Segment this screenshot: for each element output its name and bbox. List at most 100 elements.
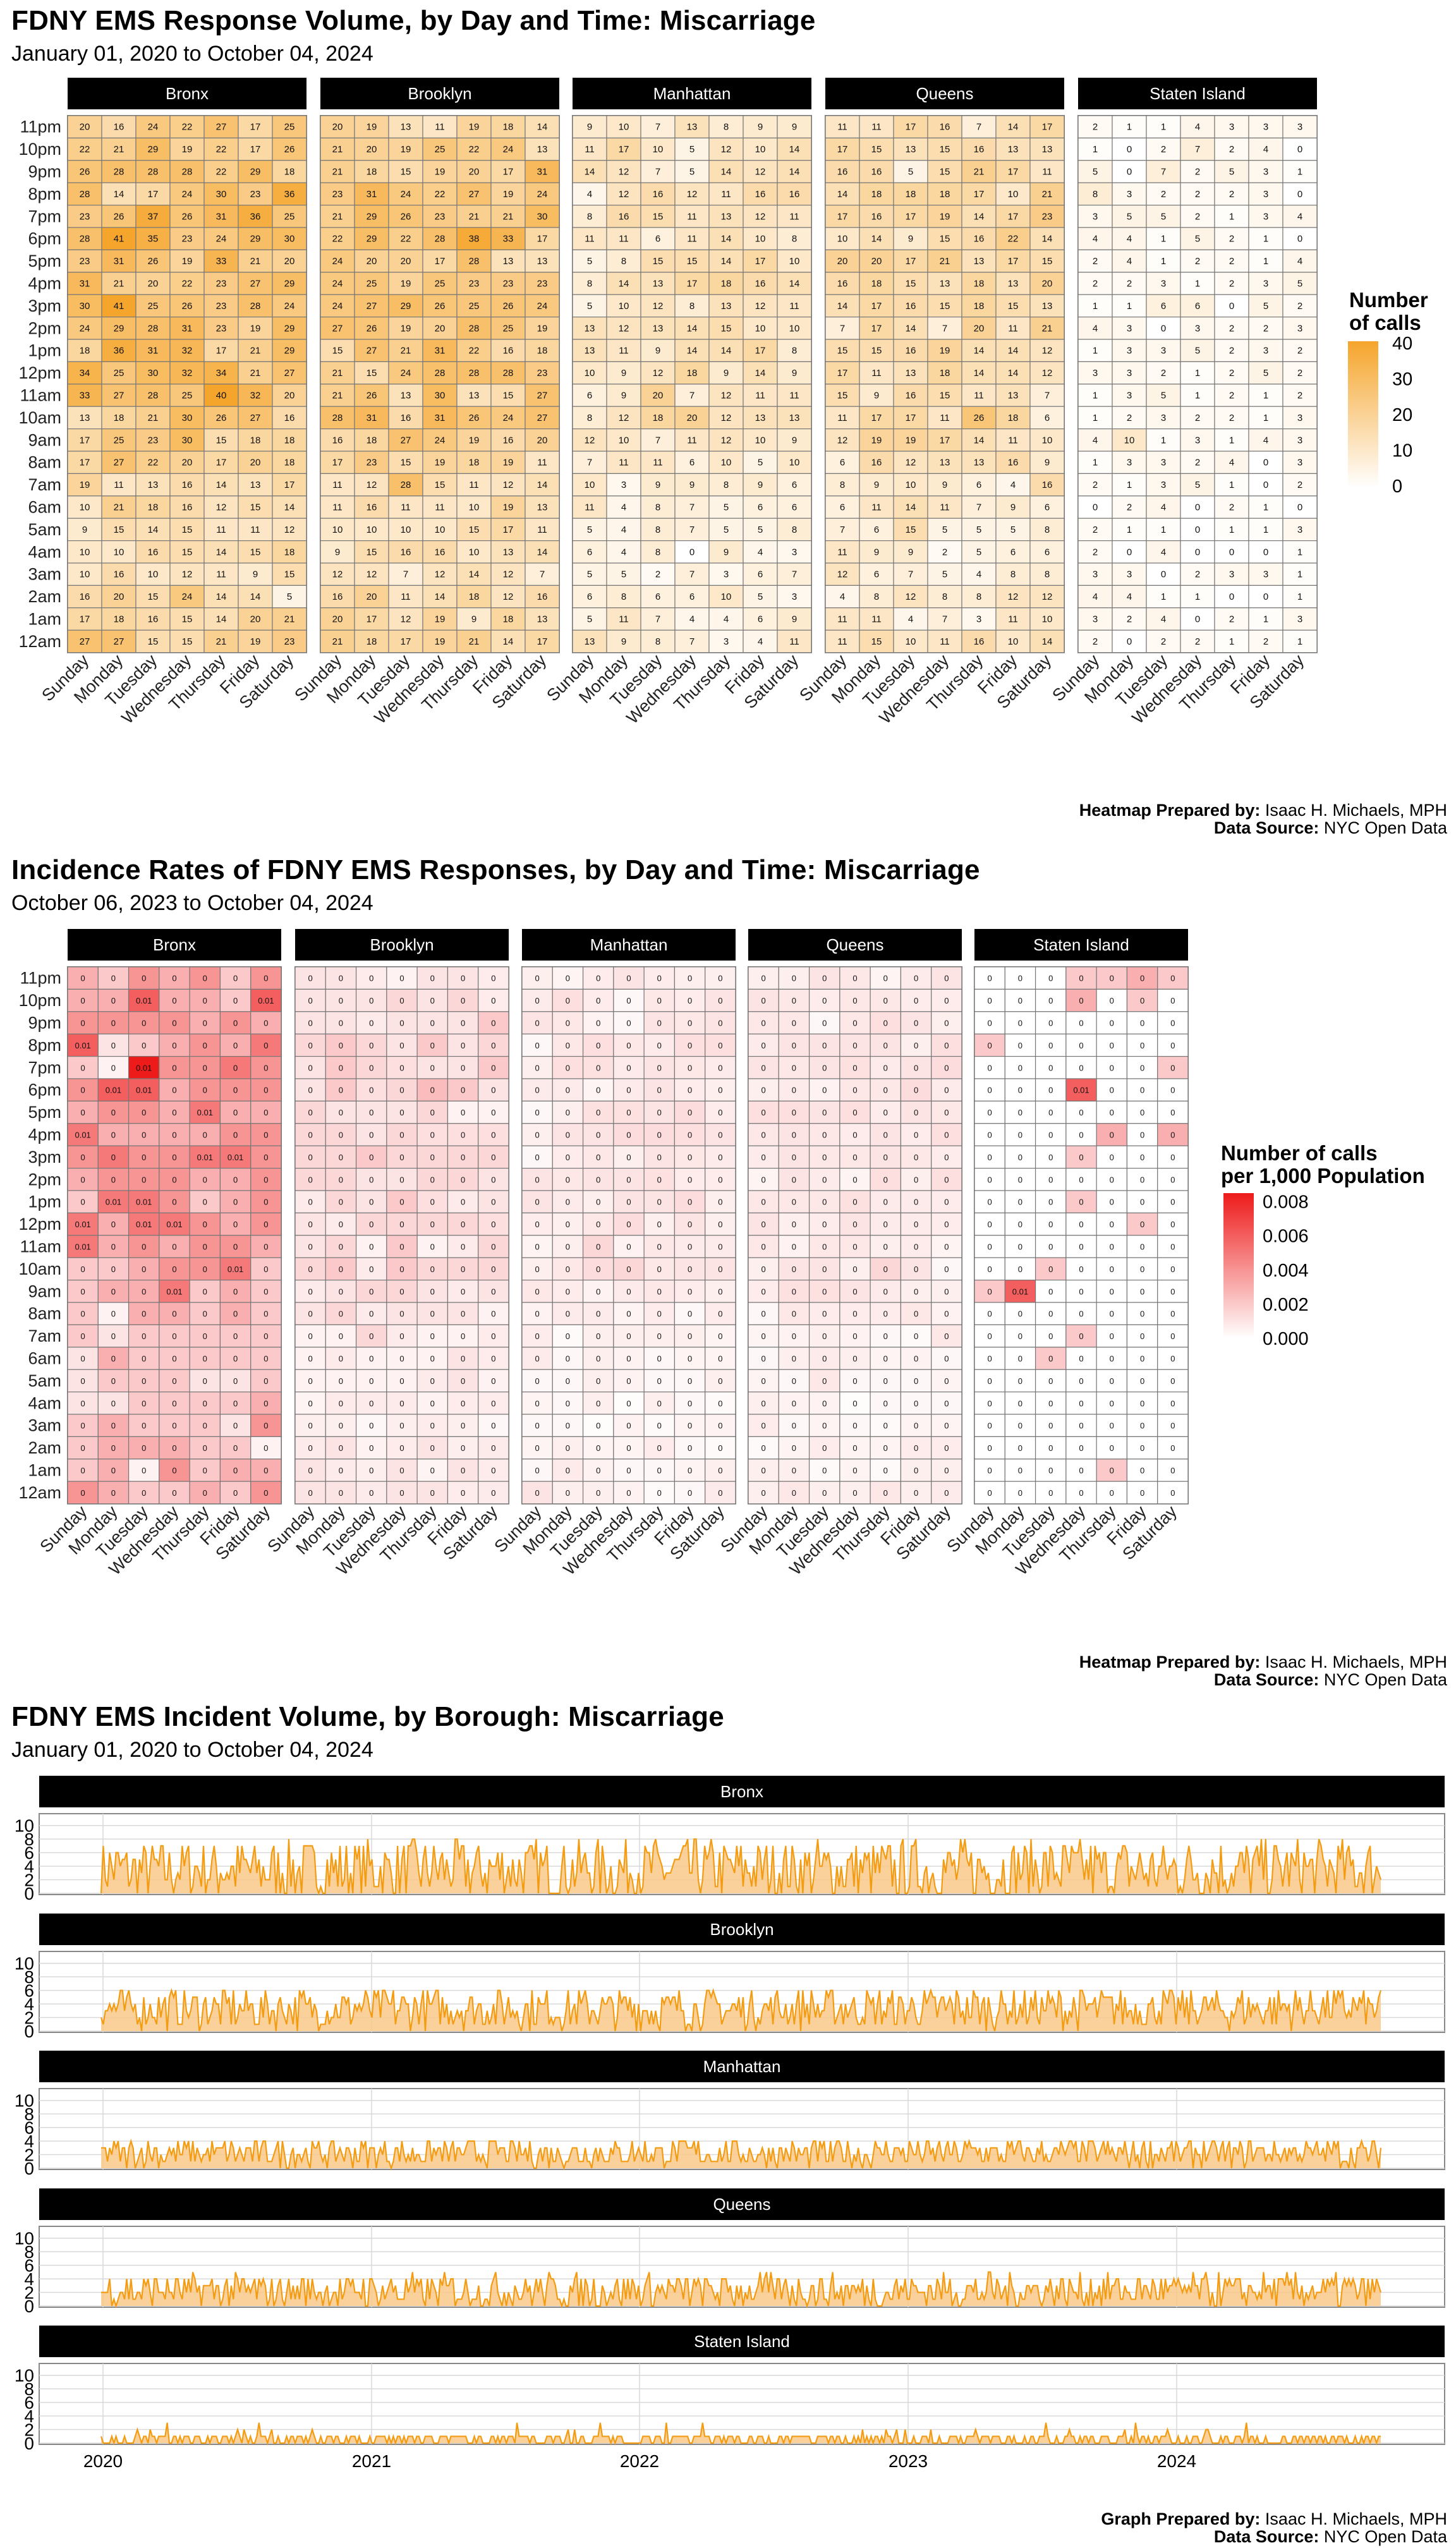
cell-label: 0 <box>596 1198 600 1207</box>
heat-cell <box>447 1056 479 1079</box>
cell-label: 0 <box>142 1488 146 1498</box>
heat-cell <box>1180 629 1215 653</box>
cell-label: 0 <box>172 1063 176 1072</box>
cell-label: 0 <box>689 547 695 557</box>
heat-cell <box>490 339 526 363</box>
cell-label: 3 <box>1127 391 1132 401</box>
cell-label: 11 <box>837 547 847 557</box>
cell-label: 17 <box>1042 122 1053 133</box>
heat-cell <box>640 607 676 631</box>
heat-cell <box>705 1302 736 1326</box>
cell-label: 0 <box>111 1175 116 1184</box>
cell-label: 0.01 <box>75 1242 90 1252</box>
cell-label: 0 <box>883 1242 888 1252</box>
cell-label: 0 <box>264 1265 268 1274</box>
cell-label: 5 <box>942 569 947 580</box>
cell-label: 0 <box>883 1443 888 1453</box>
heat-cell <box>974 1414 1005 1438</box>
cell-label: 0 <box>111 1332 116 1341</box>
heat-cell <box>839 1123 871 1146</box>
cell-label: 0 <box>1263 458 1268 468</box>
heat-cell <box>320 115 355 139</box>
cell-label: 0 <box>944 1488 949 1498</box>
cell-label: 16 <box>974 234 985 245</box>
cell-label: 0 <box>883 1265 888 1274</box>
heat-cell <box>893 160 928 183</box>
heat-cell <box>320 562 355 586</box>
heat-cell <box>640 540 676 564</box>
heat-cell <box>582 1235 614 1258</box>
cell-label: 0 <box>1140 1242 1144 1252</box>
hour-tick-label: 12am <box>18 1483 61 1502</box>
cell-label: 17 <box>837 144 848 155</box>
cell-label: 0 <box>718 1063 722 1072</box>
cell-label: 10 <box>837 234 848 245</box>
panel-label-staten-island: Staten Island <box>1033 935 1129 954</box>
cell-label: 2 <box>942 547 947 557</box>
ts-x-tick-label: 2023 <box>889 2451 928 2471</box>
heat-cell <box>354 629 389 653</box>
cell-label: 11 <box>401 502 411 513</box>
cell-label: 0 <box>1110 1488 1114 1498</box>
heat-cell <box>388 495 423 519</box>
cell-label: 18 <box>906 189 916 200</box>
heat-cell <box>705 1168 736 1191</box>
cell-label: 0 <box>657 1488 662 1498</box>
cell-label: 2 <box>1195 256 1200 267</box>
heat-cell <box>1180 607 1215 631</box>
cell-label: 1 <box>1229 435 1234 446</box>
ts-y-tick-label: 2 <box>24 2420 34 2440</box>
cell-label: 0 <box>688 1063 692 1072</box>
heat-cell <box>1180 137 1215 161</box>
cell-label: 0 <box>535 974 540 983</box>
heat-cell <box>893 115 928 139</box>
cell-label: 0 <box>430 1421 435 1431</box>
heat-cell <box>777 518 812 542</box>
heat-cell <box>250 988 282 1012</box>
cell-label: 11 <box>469 480 479 490</box>
heat-cell <box>1029 406 1065 430</box>
heat-cell <box>1004 1257 1036 1281</box>
heat-cell <box>238 361 273 385</box>
heat-cell <box>808 1302 840 1326</box>
heat-cell <box>135 495 171 519</box>
heat-cell <box>1065 1056 1097 1079</box>
heat-cell <box>250 1302 282 1326</box>
cell-label: 0 <box>1018 1421 1022 1431</box>
heat-cell <box>272 473 307 497</box>
cell-label: 2 <box>1161 189 1166 200</box>
cell-label: 0 <box>172 1421 176 1431</box>
heat-cell <box>135 182 171 206</box>
cell-label: 21 <box>250 346 261 356</box>
cell-label: 0 <box>1170 1175 1175 1184</box>
heat-cell <box>961 428 997 452</box>
heat-cell <box>708 451 744 475</box>
cell-label: 28 <box>148 323 159 334</box>
cell-label: 0 <box>718 1309 722 1319</box>
heat-cell <box>1065 1257 1097 1281</box>
heat-cell <box>572 540 607 564</box>
cell-label: 0 <box>339 1242 343 1252</box>
cell-label: 0 <box>399 1242 404 1252</box>
cell-label: 13 <box>503 256 514 267</box>
cell-label: 0 <box>566 1063 570 1072</box>
heat-cell <box>961 607 997 631</box>
heat-cell <box>325 1235 357 1258</box>
heat-cell <box>927 629 962 653</box>
cell-label: 3 <box>1195 323 1200 334</box>
heat-cell <box>1112 317 1147 340</box>
cell-label: 0 <box>172 1086 176 1095</box>
cell-label: 0 <box>1018 1198 1022 1207</box>
cell-label: 19 <box>537 323 548 334</box>
heat-cell <box>1282 451 1318 475</box>
cell-label: 0 <box>264 1131 268 1140</box>
heat-cell <box>927 518 962 542</box>
cell-label: 7 <box>689 525 695 535</box>
cell-label: 31 <box>114 256 124 267</box>
cell-label: 24 <box>401 368 411 379</box>
cell-label: 0 <box>81 1376 85 1386</box>
cell-label: 22 <box>216 167 227 178</box>
cell-label: 0 <box>988 1131 992 1140</box>
heat-cell <box>643 1391 676 1415</box>
cell-label: 0 <box>626 1242 631 1252</box>
